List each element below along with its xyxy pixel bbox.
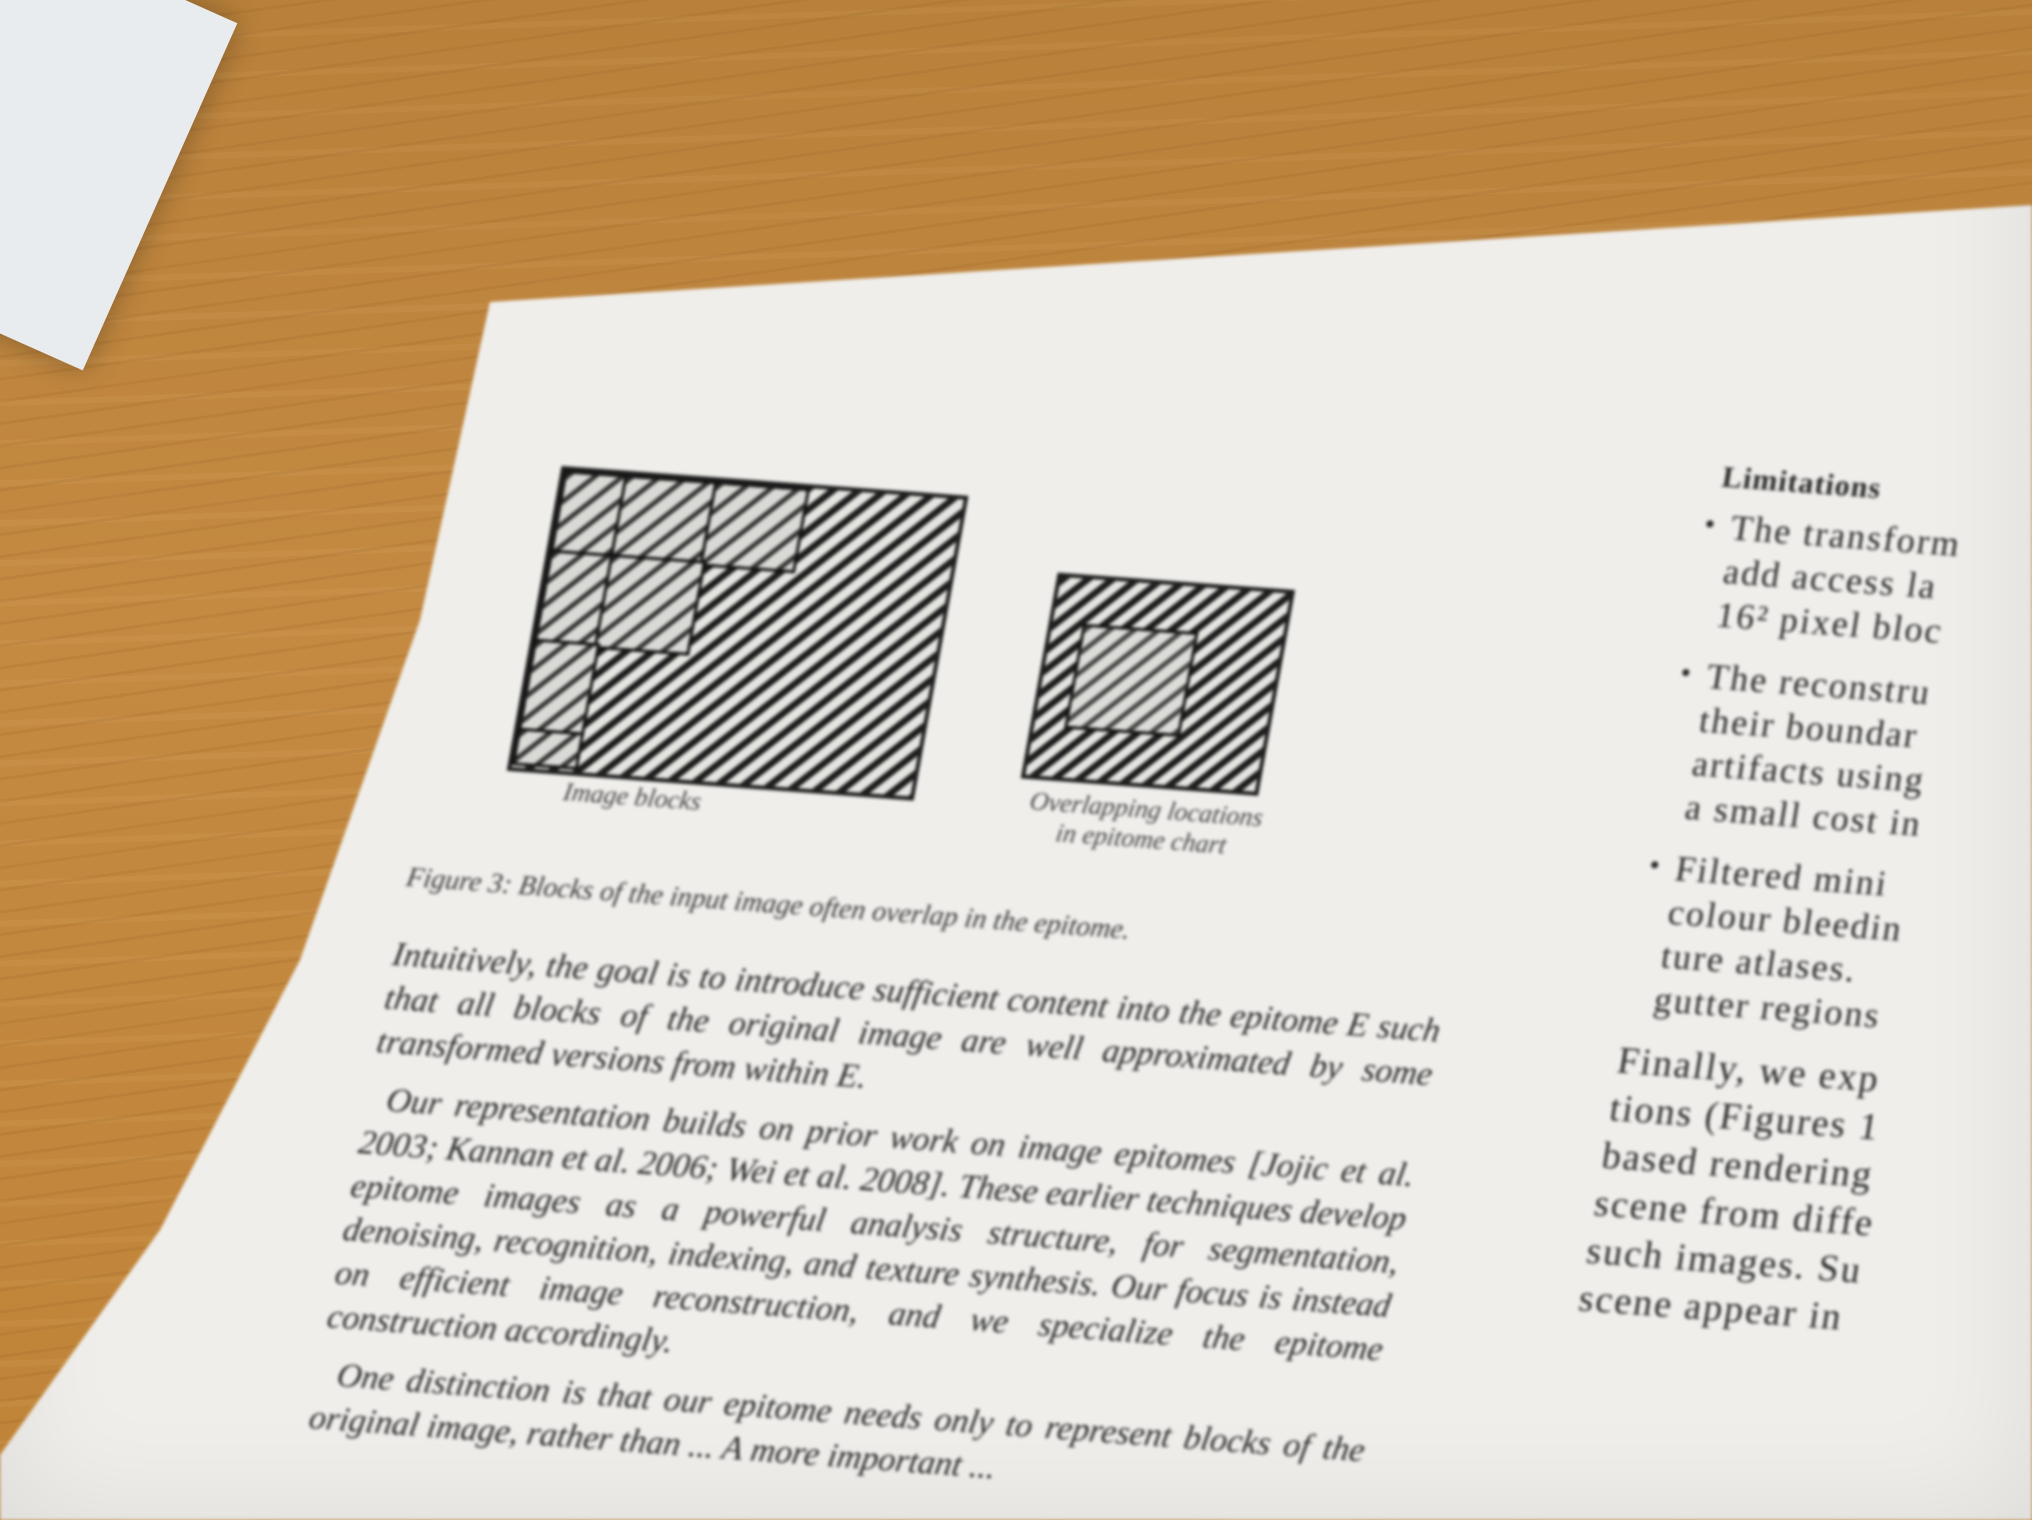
figure-3: Image blocks Overlapping locations in ep…	[411, 465, 1528, 933]
epitome-label: Overlapping locations in epitome chart	[1027, 786, 1266, 860]
bullet-item: • The reconstru their boundar artifacts …	[1677, 656, 1935, 844]
final-paragraph: Finally, we exp tions (Figures 1 based r…	[1575, 1039, 1884, 1339]
left-column: Image blocks Overlapping locations in ep…	[303, 465, 1528, 1520]
epitome-chart-figure	[1020, 572, 1296, 796]
bullet-item: • The transform add access la 16² pixel …	[1702, 507, 1965, 651]
image-blocks-figure	[506, 465, 969, 801]
bullet-item: • Filtered mini colour bleedin ture atla…	[1646, 848, 1907, 1036]
